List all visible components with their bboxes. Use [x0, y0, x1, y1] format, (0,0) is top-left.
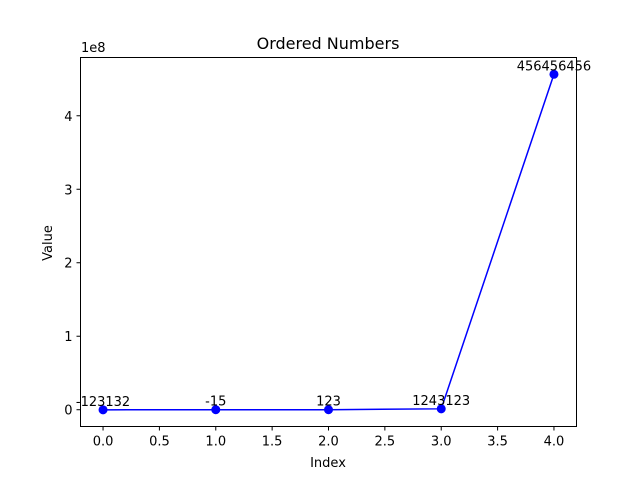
x-tick-label: 1.0 [205, 435, 226, 450]
x-tick-label: 0.5 [149, 435, 170, 450]
x-tick-label: 4.0 [544, 435, 565, 450]
x-tick-label: 3.5 [487, 435, 508, 450]
x-axis-ticks: 0.0 0.5 1.0 1.5 2.0 2.5 3.0 3.5 4.0 [93, 426, 565, 450]
y-tick-label: 1 [64, 330, 72, 345]
data-point-label: -15 [205, 395, 226, 410]
x-tick-label: 0.0 [93, 435, 114, 450]
y-tick-label: 4 [64, 110, 72, 125]
data-point [98, 405, 108, 415]
y-tick-label: 3 [64, 183, 72, 198]
data-point-label: 456456456 [517, 59, 591, 74]
x-tick-label: 2.5 [375, 435, 396, 450]
chart-title: Ordered Numbers [257, 34, 400, 53]
plot-area-frame [80, 57, 577, 427]
data-point-label: 123 [316, 395, 341, 410]
y-axis-label: Value [41, 225, 56, 261]
y-tick-label: 0 [64, 404, 72, 419]
data-point-label: 1243123 [412, 394, 470, 409]
data-point [324, 405, 333, 415]
data-point [436, 404, 446, 414]
x-tick-label: 2.0 [318, 435, 339, 450]
x-tick-label: 1.5 [262, 435, 283, 450]
y-axis-ticks: 0 1 2 3 4 [64, 110, 81, 419]
data-point [211, 405, 221, 415]
y-axis-offset-label: 1e8 [81, 41, 106, 56]
y-tick-label: 2 [64, 257, 72, 272]
x-tick-label: 3.0 [431, 435, 452, 450]
data-point [549, 69, 559, 79]
x-axis-label: Index [310, 456, 346, 471]
data-point-label: -123132 [76, 395, 130, 410]
data-labels: -123132 -15 123 1243123 456456456 [76, 59, 591, 410]
series-layer [98, 69, 559, 415]
